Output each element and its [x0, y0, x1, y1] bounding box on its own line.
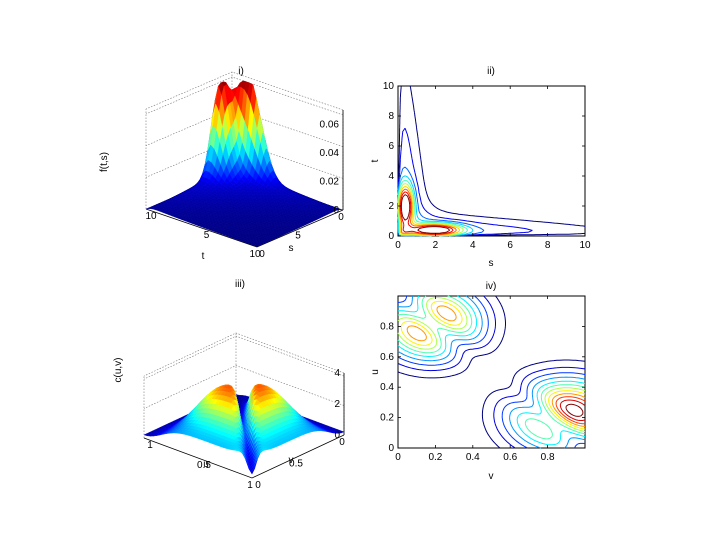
contour-ii-level — [398, 185, 461, 236]
contour-iv-level — [559, 399, 586, 421]
surface-iii-z-tick: 0 — [334, 430, 340, 441]
contour-iv-y-tick: 0.4 — [380, 382, 394, 393]
surface-iii-z-tick: 4 — [334, 368, 340, 379]
contour-ii-y-tick: 0 — [388, 231, 394, 242]
surface-i-ylabel: s — [289, 243, 294, 254]
contour-iv-level — [565, 403, 584, 417]
contour-ii-x-tick: 8 — [545, 240, 551, 251]
contour-plot-iv: 0 0.2 0.4 0.6 0.8 0 0.2 0.4 0.6 0.8 iv) v u — [370, 281, 586, 482]
surface-i-x-tick: 0 — [338, 212, 344, 223]
surface-iii-base-axes — [143, 434, 345, 479]
contour-iv-title: iv) — [486, 281, 497, 292]
surface-iii-y-tick: 0.5 — [197, 460, 211, 471]
surface-i-x-tick: 5 — [295, 231, 301, 242]
contour-iv-xlabel: v — [489, 471, 494, 482]
contour-iv-y-tick: 0.8 — [380, 321, 394, 332]
contour-ii-axes — [397, 85, 586, 237]
contour-ii-x-tick: 0 — [395, 240, 401, 251]
contour-iv-x-tick: 0 — [395, 452, 401, 463]
contour-iv-level — [397, 297, 586, 432]
surface-iii-x-tick: 1 — [247, 480, 253, 491]
contour-iv-y-tick: 0.6 — [380, 352, 394, 363]
contour-iv-level — [406, 305, 586, 427]
surface-iii-z-tick: 2 — [334, 399, 340, 410]
contour-iv-ylabel: u — [370, 369, 381, 375]
surface-iii-x-tick: 0 — [339, 437, 345, 448]
surface-i-y-tick: 10 — [145, 211, 157, 222]
surface-iii-xlabel: u — [203, 459, 209, 470]
contour-ii-x-tick: 10 — [579, 240, 591, 251]
contour-iv-x-tick: 0.4 — [466, 452, 480, 463]
contour-iv-level — [400, 300, 586, 430]
contour-ii-y-tick: 6 — [388, 141, 394, 152]
contour-ii-y-tick: 10 — [383, 81, 395, 92]
contour-iv-level — [397, 295, 586, 440]
contour-ii-level — [399, 188, 457, 236]
contour-ii-xlabel: s — [489, 258, 494, 269]
surface-iii-zgrid — [143, 365, 345, 409]
contour-ii-title: ii) — [487, 66, 495, 77]
surface-i-mesh — [145, 80, 344, 247]
contour-ii-x-tick: 4 — [470, 240, 476, 251]
surface-i-xlabel: t — [202, 251, 205, 262]
surface-i-z-tick: 0.04 — [320, 148, 340, 159]
surface-iii-grid — [143, 332, 345, 479]
contour-plot-ii: 0 2 4 6 8 10 0 2 4 6 8 10 ii) s t — [370, 66, 591, 269]
surface-cell — [253, 244, 261, 247]
contour-iv-x-tick: 0.6 — [503, 452, 517, 463]
surface-i-y-tick: 0 — [259, 249, 265, 260]
surface-iii-zgrid — [143, 335, 345, 380]
surface-iii-ylabel: v — [289, 455, 294, 466]
surface-iii-x-tick: 0.5 — [289, 459, 303, 470]
contour-iv-level — [555, 396, 586, 425]
contour-iv-level — [397, 295, 586, 449]
surface-i-title: i) — [238, 66, 244, 77]
surface-i-zgrid — [145, 76, 344, 116]
contour-ii-ticks: 0 2 4 6 8 10 0 2 4 6 8 10 — [383, 81, 591, 251]
contour-iv-lines — [397, 295, 586, 449]
surface-i-z-tick: 0 — [333, 205, 339, 216]
surface-iii-zlabel: c(u,v) — [113, 358, 124, 383]
contour-iv-y-tick: 0 — [388, 443, 394, 454]
contour-iv-ticks: 0 0.2 0.4 0.6 0.8 0 0.2 0.4 0.6 0.8 — [380, 296, 585, 463]
surface-cell — [248, 468, 255, 475]
surface-iii-y-tick: 0 — [255, 480, 261, 491]
contour-ii-y-tick: 2 — [388, 201, 394, 212]
contour-ii-level — [399, 191, 454, 235]
contour-ii-x-tick: 6 — [507, 240, 513, 251]
contour-iv-level — [397, 295, 586, 449]
contour-ii-lines — [397, 85, 586, 237]
contour-ii-y-tick: 8 — [388, 111, 394, 122]
contour-iv-x-tick: 0.2 — [428, 452, 442, 463]
contour-ii-ylabel: t — [370, 159, 381, 162]
surface-iii-top-rim — [143, 332, 345, 377]
surface-iii-title: iii) — [235, 279, 245, 290]
surface-iii-mesh — [143, 384, 345, 475]
surface-i-z-tick: 0.06 — [320, 119, 340, 130]
surface-i-top-rim — [145, 71, 344, 111]
contour-iv-axes — [397, 295, 586, 449]
surface-i-zlabel: f(t,s) — [99, 152, 110, 172]
surface-iii-y-tick: 1 — [147, 440, 153, 451]
contour-iv-level — [397, 295, 586, 446]
contour-ii-level — [400, 194, 451, 234]
surface-i-z-tick: 0.02 — [320, 176, 340, 187]
contour-iv-x-tick: 0.8 — [541, 452, 555, 463]
contour-ii-y-tick: 4 — [388, 171, 394, 182]
contour-ii-x-tick: 2 — [433, 240, 439, 251]
contour-iv-level — [397, 295, 586, 449]
surface-i-base-axes — [145, 208, 344, 248]
contour-iv-y-tick: 0.2 — [380, 413, 394, 424]
surface-i-y-tick: 5 — [204, 230, 210, 241]
contour-iv-level — [397, 295, 586, 449]
surface-i-x-tick: 10 — [249, 249, 261, 260]
